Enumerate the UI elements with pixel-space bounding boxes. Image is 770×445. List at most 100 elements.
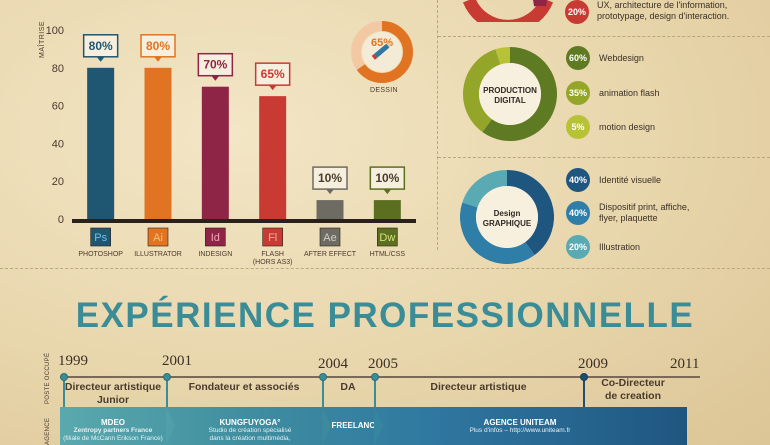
company-mdeo-sub1: Zentropy partners France: [73, 427, 153, 434]
legend-label: Identité visuelle: [599, 175, 661, 186]
role-5: Co-Directeur de creation: [583, 377, 683, 403]
y-tick-label: 0: [58, 214, 64, 226]
dessin-caption: DESSIN: [370, 87, 398, 94]
category-label: HTML/CSS: [370, 251, 406, 258]
bar: [373, 200, 401, 219]
app-icon-label: Dw: [379, 232, 395, 244]
role-2-line1: Fondateur et associés: [188, 381, 300, 393]
graphique-center-line1: Design: [494, 209, 521, 218]
app-icon-label: Ae: [323, 232, 336, 244]
data-label: 80%: [146, 39, 170, 53]
skills-bar-chart: 0 20 40 60 80 100 80% Ps PHOTOSHOP 80% Ai ILLUSTRAT…: [37, 21, 416, 266]
dessin-donut: 65%: [351, 21, 413, 83]
y-tick-label: 60: [52, 101, 64, 113]
timeline-connector: [166, 377, 168, 407]
app-icon-label: Ps: [94, 232, 107, 244]
legend-value-badge: 40%: [566, 168, 590, 192]
app-icon: [262, 227, 283, 247]
y-tick-label: 100: [46, 25, 64, 37]
legend-value-badge: 20%: [566, 235, 590, 259]
company-uniteam-sub1: Plus d'infos – http://www.uniteam.fr: [469, 427, 571, 434]
year-2011: 2011: [670, 356, 700, 372]
timeline-dot: [371, 373, 379, 381]
legend-label: Webdesign: [599, 53, 644, 64]
legend-value-badge: 60%: [566, 46, 590, 70]
design-graphique-donut: Design GRAPHIQUE: [460, 170, 554, 264]
value-label-pointer: [268, 85, 277, 91]
value-label-pointer: [383, 189, 392, 195]
donut-slice: [482, 47, 557, 141]
legend-value-badge: 35%: [566, 81, 590, 105]
legend-label-line1: Dispositif print, affiche,: [599, 202, 690, 212]
role-3-line1: DA: [340, 381, 356, 393]
company-band: MDEO Zentropy partners France (filiale d…: [60, 407, 687, 445]
band-arrow: [374, 407, 383, 445]
column-divider: [437, 0, 438, 250]
y-axis-label: MAÎTRISE: [37, 21, 46, 58]
section-divider: [438, 157, 770, 158]
bar: [259, 96, 287, 219]
timeline-dot: [319, 373, 327, 381]
ux-donut-partial: [463, 0, 553, 22]
timeline-dot: [163, 373, 171, 381]
company-mdeo-sub2: (filiale de McCann Erikson France): [63, 435, 163, 442]
ux-text-line1: UX, architecture de l'information,: [597, 0, 728, 10]
section-divider: [438, 36, 770, 37]
x-axis-baseline: [72, 219, 416, 223]
data-label: 10%: [375, 171, 399, 185]
band-arrow: [166, 407, 175, 445]
role-3: DA: [322, 381, 374, 394]
category-label: FLASH: [261, 251, 284, 258]
year-2004: 2004: [318, 356, 348, 372]
donut-slice: [462, 170, 508, 208]
data-label: 10%: [318, 171, 342, 185]
value-label-pointer: [211, 75, 220, 81]
app-icon: [377, 227, 398, 247]
legend-label-line1: Identité visuelle: [599, 175, 662, 185]
role-1-line2: Junior: [96, 394, 130, 406]
donut-slice: [495, 47, 511, 65]
side-label-agence: AGENCE: [45, 417, 51, 445]
category-label: ILLUSTRATOR: [134, 251, 182, 258]
dessin-arc: [351, 21, 413, 83]
app-icon: [90, 227, 111, 247]
role-4-line1: Directeur artistique: [430, 381, 527, 393]
graphique-center-line2: GRAPHIQUE: [483, 219, 532, 228]
role-1-line1: Directeur artistique: [64, 381, 162, 393]
timeline-dot: [60, 373, 68, 381]
band-arrow: [322, 407, 331, 445]
timeline-line: [60, 376, 700, 378]
value-label-pointer: [96, 56, 105, 62]
year-2001: 2001: [162, 353, 192, 369]
company-freelance-name: FREELANCE: [331, 421, 381, 430]
ux-value-badge: 20%: [565, 0, 589, 24]
donut-slice: [506, 170, 554, 256]
legend-label-line1: motion design: [599, 122, 656, 132]
data-label: 65%: [261, 67, 285, 81]
legend-label: animation flash: [599, 88, 660, 99]
donut-slice: [463, 49, 501, 133]
category-label: PHOTOSHOP: [78, 251, 123, 258]
y-tick-label: 80: [52, 63, 64, 75]
legend-label-line2: flyer, plaquette: [599, 213, 658, 223]
company-uniteam-name: AGENCE UNITEAM: [483, 418, 557, 427]
app-icon-label: Ai: [153, 232, 163, 244]
role-2: Fondateur et associés: [166, 381, 322, 394]
timeline-dot: [580, 373, 588, 381]
bar: [144, 67, 172, 219]
ux-text-line2: prototypage, design d'interaction.: [597, 11, 730, 21]
company-kungfuyoga: KUNGFUYOGA° Studio de création spécialis…: [175, 407, 325, 445]
company-kungfuyoga-name: KUNGFUYOGA°: [219, 418, 281, 427]
bar: [201, 86, 229, 219]
section-separator: [0, 268, 770, 269]
app-icon: [205, 227, 226, 247]
company-mdeo: MDEO Zentropy partners France (filiale d…: [60, 407, 166, 445]
legend-value-badge: 5%: [566, 115, 590, 139]
value-label-pointer: [154, 56, 162, 62]
app-icon-label: Fl: [268, 232, 277, 244]
category-sublabel: (HORS AS3): [253, 259, 293, 266]
side-label-poste: POSTE OCCUPÉ: [45, 352, 51, 404]
company-kungfuyoga-sub2: dans la création multimédia,: [209, 435, 291, 442]
legend-label-line1: Webdesign: [599, 53, 644, 63]
pencil-icon: [371, 42, 392, 60]
